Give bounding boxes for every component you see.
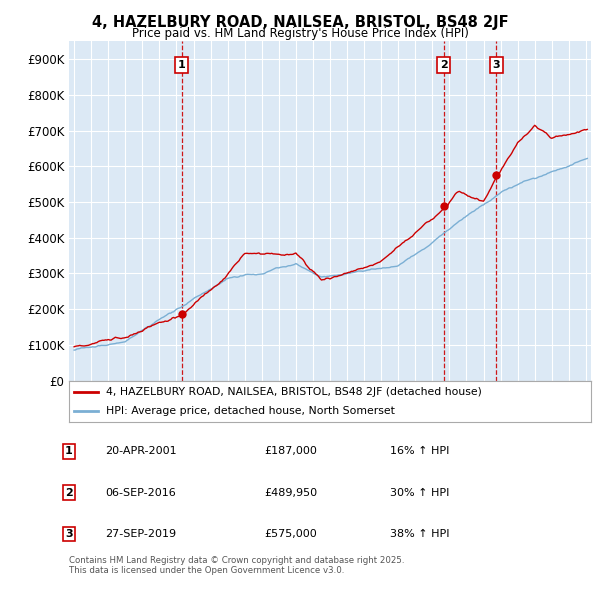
Text: 27-SEP-2019: 27-SEP-2019 bbox=[105, 529, 176, 539]
HPI: Average price, detached house, North Somerset: (2.02e+03, 4.4e+05): Average price, detached house, North Som… bbox=[453, 220, 460, 227]
4, HAZELBURY ROAD, NAILSEA, BRISTOL, BS48 2JF (detached house) bbox=[450, 193, 457, 200]
Text: 4, HAZELBURY ROAD, NAILSEA, BRISTOL, BS48 2JF: 4, HAZELBURY ROAD, NAILSEA, BRISTOL, BS4… bbox=[92, 15, 508, 30]
Text: 2: 2 bbox=[65, 488, 73, 497]
4, HAZELBURY ROAD, NAILSEA, BRISTOL, BS48 2JF (detached house) bbox=[584, 126, 591, 133]
HPI: Average price, detached house, North Somerset: (2.03e+03, 6.22e+05): Average price, detached house, North Som… bbox=[584, 155, 591, 162]
Text: £489,950: £489,950 bbox=[264, 488, 317, 497]
Text: 30% ↑ HPI: 30% ↑ HPI bbox=[390, 488, 449, 497]
HPI: Average price, detached house, North Somerset: (2.02e+03, 4.13e+05): Average price, detached house, North Som… bbox=[440, 230, 448, 237]
Text: 3: 3 bbox=[493, 60, 500, 70]
Text: 38% ↑ HPI: 38% ↑ HPI bbox=[390, 529, 449, 539]
Text: Contains HM Land Registry data © Crown copyright and database right 2025.
This d: Contains HM Land Registry data © Crown c… bbox=[69, 556, 404, 575]
HPI: Average price, detached house, North Somerset: (2e+03, 8.54e+04): Average price, detached house, North Som… bbox=[71, 346, 78, 353]
4, HAZELBURY ROAD, NAILSEA, BRISTOL, BS48 2JF (detached house) bbox=[337, 272, 344, 279]
Line: 4, HAZELBURY ROAD, NAILSEA, BRISTOL, BS48 2JF (detached house): 4, HAZELBURY ROAD, NAILSEA, BRISTOL, BS4… bbox=[74, 125, 587, 347]
Text: 2: 2 bbox=[440, 60, 448, 70]
Text: 4, HAZELBURY ROAD, NAILSEA, BRISTOL, BS48 2JF (detached house): 4, HAZELBURY ROAD, NAILSEA, BRISTOL, BS4… bbox=[106, 386, 481, 396]
Text: 06-SEP-2016: 06-SEP-2016 bbox=[105, 488, 176, 497]
Text: £187,000: £187,000 bbox=[264, 447, 317, 456]
HPI: Average price, detached house, North Somerset: (2.01e+03, 2.97e+05): Average price, detached house, North Som… bbox=[248, 271, 256, 278]
Text: 3: 3 bbox=[65, 529, 73, 539]
HPI: Average price, detached house, North Somerset: (2.01e+03, 2.96e+05): Average price, detached house, North Som… bbox=[337, 271, 344, 278]
Text: 20-APR-2001: 20-APR-2001 bbox=[105, 447, 176, 456]
4, HAZELBURY ROAD, NAILSEA, BRISTOL, BS48 2JF (detached house) bbox=[515, 137, 523, 145]
Text: HPI: Average price, detached house, North Somerset: HPI: Average price, detached house, Nort… bbox=[106, 406, 394, 416]
4, HAZELBURY ROAD, NAILSEA, BRISTOL, BS48 2JF (detached house) bbox=[453, 189, 460, 196]
HPI: Average price, detached house, North Somerset: (2.02e+03, 4.34e+05): Average price, detached house, North Som… bbox=[450, 222, 457, 229]
Text: 16% ↑ HPI: 16% ↑ HPI bbox=[390, 447, 449, 456]
4, HAZELBURY ROAD, NAILSEA, BRISTOL, BS48 2JF (detached house) bbox=[440, 205, 448, 212]
HPI: Average price, detached house, North Somerset: (2.02e+03, 5.51e+05): Average price, detached house, North Som… bbox=[515, 181, 523, 188]
4, HAZELBURY ROAD, NAILSEA, BRISTOL, BS48 2JF (detached house) bbox=[531, 122, 538, 129]
Text: £575,000: £575,000 bbox=[264, 529, 317, 539]
Text: 1: 1 bbox=[65, 447, 73, 456]
Text: Price paid vs. HM Land Registry's House Price Index (HPI): Price paid vs. HM Land Registry's House … bbox=[131, 27, 469, 40]
Line: HPI: Average price, detached house, North Somerset: HPI: Average price, detached house, Nort… bbox=[74, 159, 587, 350]
Text: 1: 1 bbox=[178, 60, 185, 70]
4, HAZELBURY ROAD, NAILSEA, BRISTOL, BS48 2JF (detached house) bbox=[248, 250, 256, 257]
4, HAZELBURY ROAD, NAILSEA, BRISTOL, BS48 2JF (detached house) bbox=[71, 343, 78, 350]
